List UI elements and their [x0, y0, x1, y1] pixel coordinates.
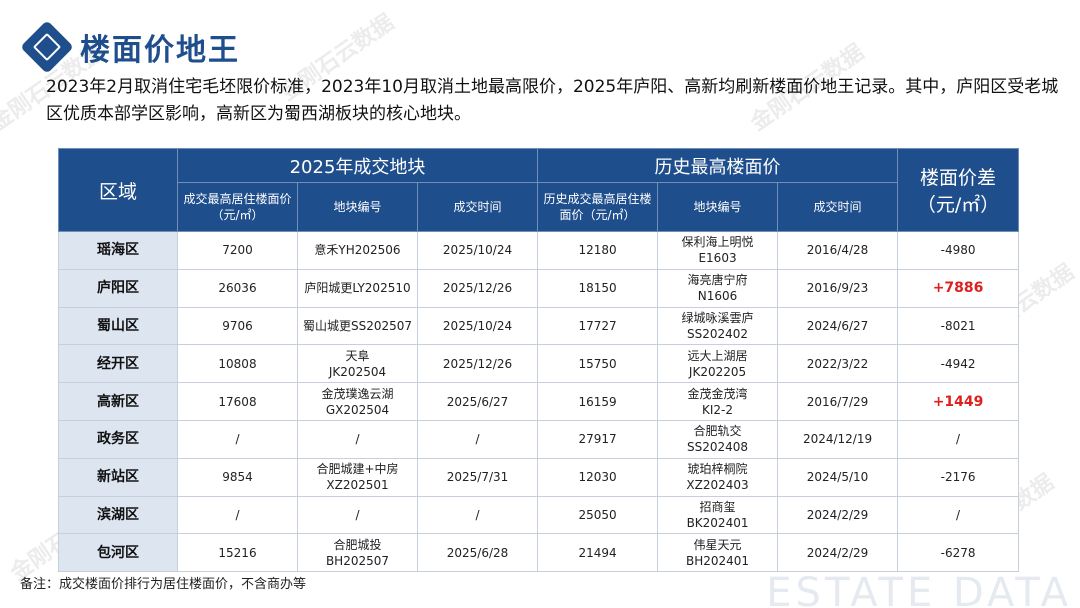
cell-hist-code: 招商玺 BK202401 — [657, 495, 779, 535]
cell-hist-price: 27917 — [537, 419, 659, 459]
cell-2025-code: 天阜 JK202504 — [297, 344, 418, 384]
table-row: 新站区 9854 合肥城建+中房 XZ202501 2025/7/31 12030 琥珀梓桐… — [58, 457, 1020, 497]
cell-2025-time: 2025/6/28 — [416, 533, 539, 573]
cell-region: 政务区 — [58, 419, 178, 459]
cell-2025-code: 庐阳城更LY202510 — [297, 268, 418, 308]
cell-diff: -4980 — [897, 231, 1020, 270]
cell-diff: -6278 — [897, 533, 1020, 573]
cell-2025-code: 意禾YH202506 — [297, 231, 418, 270]
title-diamond-icon — [20, 20, 74, 74]
cell-2025-price: 9854 — [177, 457, 298, 497]
cell-hist-time: 2016/9/23 — [777, 268, 899, 308]
cell-hist-code: 远大上湖居 JK202205 — [657, 344, 779, 384]
land-price-table: 区域 2025年成交地块 历史最高楼面价 楼面价差（元/㎡） 成交最高居住楼面价… — [58, 148, 1020, 573]
cell-2025-code: 合肥城建+中房 XZ202501 — [297, 457, 418, 497]
cell-diff: / — [897, 495, 1020, 535]
header-hist-code: 地块编号 — [657, 182, 779, 232]
cell-hist-price: 21494 — [537, 533, 659, 573]
cell-hist-time: 2024/2/29 — [777, 495, 899, 535]
cell-region: 瑶海区 — [58, 231, 178, 270]
cell-2025-code: 合肥城投 BH202507 — [297, 533, 418, 573]
cell-hist-code: 伟星天元 BH202401 — [657, 533, 779, 573]
footnote: 备注：成交楼面价排行为居住楼面价，不含商办等 — [20, 577, 307, 592]
cell-region: 蜀山区 — [58, 306, 178, 346]
cell-2025-price: 7200 — [177, 231, 298, 270]
table-row: 经开区 10808 天阜 JK202504 2025/12/26 15750 远大上湖居 JK… — [58, 344, 1020, 384]
cell-hist-price: 17727 — [537, 306, 659, 346]
cell-region: 滨湖区 — [58, 495, 178, 535]
cell-hist-time: 2016/4/28 — [777, 231, 899, 270]
cell-hist-time: 2022/3/22 — [777, 344, 899, 384]
cell-2025-time: 2025/12/26 — [416, 344, 539, 384]
cell-hist-time: 2016/7/29 — [777, 382, 899, 421]
cell-hist-code: 合肥轨交 SS202408 — [657, 419, 779, 459]
cell-region: 包河区 — [58, 533, 178, 573]
cell-2025-price: / — [177, 495, 298, 535]
cell-hist-code: 保利海上明悦 E1603 — [657, 231, 779, 270]
intro-paragraph: 2023年2月取消住宅毛坯限价标准，2023年10月取消土地最高限价，2025年… — [46, 77, 1059, 124]
cell-hist-code: 绿城咏溪雲庐 SS202402 — [657, 306, 779, 346]
cell-diff: -4942 — [897, 344, 1020, 384]
cell-2025-time: 2025/7/31 — [416, 457, 539, 497]
cell-hist-code: 金茂金茂湾 KI2-2 — [657, 382, 779, 421]
header-diff: 楼面价差（元/㎡） — [897, 148, 1020, 232]
cell-diff: +7886 — [897, 268, 1020, 308]
cell-2025-time: 2025/10/24 — [416, 231, 539, 270]
cell-hist-code: 海亮唐宁府 N1606 — [657, 268, 779, 308]
cell-2025-time: 2025/12/26 — [416, 268, 539, 308]
table-row: 瑶海区 7200 意禾YH202506 2025/10/24 12180 保利海上明悦 E1… — [58, 231, 1020, 270]
header-group-history: 历史最高楼面价 — [537, 148, 899, 183]
cell-diff: -8021 — [897, 306, 1020, 346]
cell-hist-price: 15750 — [537, 344, 659, 384]
cell-hist-time: 2024/2/29 — [777, 533, 899, 573]
header-2025-time: 成交时间 — [416, 182, 539, 232]
cell-region: 经开区 — [58, 344, 178, 384]
cell-2025-price: 15216 — [177, 533, 298, 573]
cell-2025-price: 9706 — [177, 306, 298, 346]
cell-hist-price: 25050 — [537, 495, 659, 535]
cell-hist-price: 16159 — [537, 382, 659, 421]
cell-2025-code: / — [297, 495, 418, 535]
cell-2025-price: 10808 — [177, 344, 298, 384]
cell-2025-code: / — [297, 419, 418, 459]
header-hist-time: 成交时间 — [777, 182, 899, 232]
cell-hist-time: 2024/6/27 — [777, 306, 899, 346]
cell-2025-code: 金茂璞逸云湖 GX202504 — [297, 382, 418, 421]
cell-region: 庐阳区 — [58, 268, 178, 308]
table-row: 政务区 / //27917 合肥轨交 SS202408 2024/12/19/ — [58, 419, 1020, 459]
cell-2025-price: / — [177, 419, 298, 459]
cell-diff: / — [897, 419, 1020, 459]
cell-diff: +1449 — [897, 382, 1020, 421]
cell-2025-code: 蜀山城更SS202507 — [297, 306, 418, 346]
cell-hist-time: 2024/12/19 — [777, 419, 899, 459]
header-2025-code: 地块编号 — [297, 182, 418, 232]
cell-hist-code: 琥珀梓桐院 XZ202403 — [657, 457, 779, 497]
watermark-en: ESTATE DATA — [766, 570, 1072, 608]
cell-diff: -2176 — [897, 457, 1020, 497]
cell-2025-price: 26036 — [177, 268, 298, 308]
cell-hist-price: 12030 — [537, 457, 659, 497]
page-title: 楼面价地王 — [80, 33, 240, 68]
cell-hist-time: 2024/5/10 — [777, 457, 899, 497]
table-row: 蜀山区 9706 蜀山城更SS202507 2025/10/24 17727 绿城咏溪雲庐… — [58, 306, 1020, 346]
cell-region: 高新区 — [58, 382, 178, 421]
table-row: 高新区 17608 金茂璞逸云湖 GX202504 2025/6/27 16159 金茂金茂… — [58, 382, 1020, 421]
table-row: 滨湖区 / //25050 招商玺 BK202401 2024/2/29/ — [58, 495, 1020, 535]
cell-2025-time: / — [416, 495, 539, 535]
cell-2025-time: 2025/6/27 — [416, 382, 539, 421]
table-row: 庐阳区 26036 庐阳城更LY202510 2025/12/26 18150 海亮唐宁府… — [58, 268, 1020, 308]
cell-2025-price: 17608 — [177, 382, 298, 421]
header-hist-price: 历史成交最高居住楼面价（元/㎡） — [537, 182, 659, 232]
header-region: 区域 — [58, 148, 178, 232]
header-2025-price: 成交最高居住楼面价（元/㎡） — [177, 182, 298, 232]
table-row: 包河区 15216 合肥城投 BH202507 2025/6/28 21494 伟星天元 BH… — [58, 533, 1020, 573]
cell-hist-price: 12180 — [537, 231, 659, 270]
cell-2025-time: / — [416, 419, 539, 459]
cell-hist-price: 18150 — [537, 268, 659, 308]
cell-region: 新站区 — [58, 457, 178, 497]
cell-2025-time: 2025/10/24 — [416, 306, 539, 346]
header-group-2025: 2025年成交地块 — [176, 148, 539, 183]
